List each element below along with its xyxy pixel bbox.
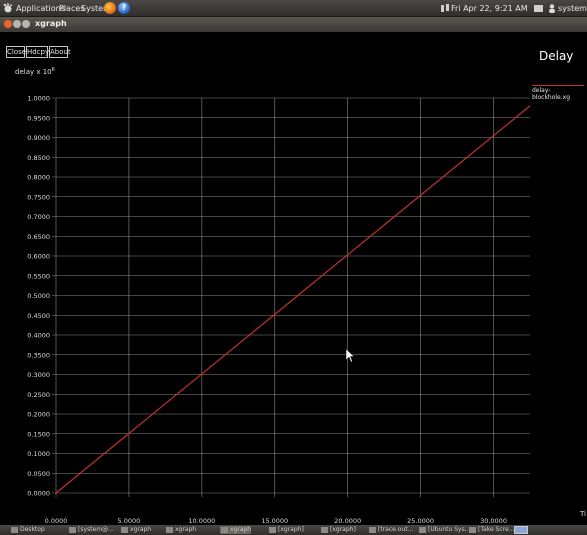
menu-applications[interactable]: Applications [16,4,65,13]
y-tick-label: 0.2000 [27,411,50,419]
y-tick-labels: 0.0000 0.0500 0.1000 0.1500 0.2000 0.2500 0.30… [27,95,50,498]
series-line-delay [55,105,531,494]
mail-icon[interactable] [534,5,543,12]
y-tick-label: 0.5000 [27,292,50,300]
y-tick-label: 0.8500 [27,154,50,162]
x-tick-label: 0.0000 [45,517,68,525]
legend-swatch [532,85,584,86]
y-tick-label: 0.2500 [27,391,50,399]
taskbar-item[interactable]: Desktop [10,526,45,534]
taskbar-item[interactable]: [Take Scre... [468,526,514,534]
x-tick-label: 25.0000 [407,517,434,525]
y-tick-label: 0.7500 [27,193,50,201]
y-tick-label: 0.0000 [27,490,50,498]
close-button[interactable]: Close [6,46,27,58]
y-tick-label: 0.1500 [27,430,50,438]
plot-title: Delay [539,49,574,63]
series-group [55,105,531,494]
taskbar-item[interactable]: xgraph [165,526,196,534]
top-panel: Applications Places System ? Fri Apr 22,… [0,0,587,17]
window-maximize-icon[interactable] [22,20,30,28]
window-titlebar[interactable]: xgraph [0,17,587,32]
user-name[interactable]: system [558,4,587,13]
about-button[interactable]: About [49,46,71,58]
y-axis-label: delay x 106 [15,67,55,76]
gnome-foot-icon[interactable] [3,3,13,13]
taskbar-item[interactable]: xgraph [120,526,151,534]
taskbar-item[interactable]: [system@... [68,526,114,534]
clock[interactable]: Fri Apr 22, 9:21 AM [451,4,528,13]
y-tick-label: 0.0500 [27,470,50,478]
workspace-switcher[interactable] [514,526,528,534]
y-tick-label: 0.6500 [27,233,50,241]
y-tick-label: 0.1000 [27,450,50,458]
user-icon[interactable] [548,4,556,13]
grid [52,97,530,497]
y-tick-label: 0.4500 [27,312,50,320]
help-icon[interactable]: ? [118,2,130,14]
y-tick-label: 0.4000 [27,332,50,340]
legend-label: delay-blockhole.xg [532,87,571,101]
x-tick-labels: 0.0000 5.0000 10.0000 15.0000 20.0000 25.0000… [45,517,507,525]
window-minimize-icon[interactable] [13,20,21,28]
taskbar-item[interactable]: [xgraph] [320,526,356,534]
x-axis-label: Ti [580,510,587,518]
taskbar-item[interactable]: [Ubuntu Sys... [418,526,470,534]
firefox-icon[interactable] [104,2,116,14]
x-tick-label: 20.0000 [334,517,361,525]
taskbar-item[interactable]: xgraph [220,526,252,534]
y-tick-label: 0.9000 [27,134,50,142]
y-tick-label: 0.6000 [27,253,50,261]
y-tick-label: 0.8000 [27,174,50,182]
x-tick-label: 30.0000 [480,517,507,525]
taskbar-item[interactable]: [trace.out... [368,526,413,534]
mouse-cursor-icon [345,348,355,363]
y-tick-label: 0.3000 [27,371,50,379]
menu-places[interactable]: Places [59,4,85,13]
x-tick-label: 15.0000 [261,517,288,525]
x-tick-label: 5.0000 [118,517,141,525]
y-tick-label: 0.9500 [27,114,50,122]
menu-system[interactable]: System [81,4,111,13]
y-tick-label: 0.5500 [27,272,50,280]
network-icon[interactable] [441,4,449,13]
y-tick-label: 1.0000 [27,95,50,103]
y-tick-label: 0.7000 [27,213,50,221]
taskbar: Desktop [system@... xgraph xgraph xgraph [xgr… [0,525,587,535]
window-close-icon[interactable] [4,20,12,28]
hardcopy-button[interactable]: Hdcpy [26,46,50,58]
y-tick-label: 0.3500 [27,351,50,359]
window-title: xgraph [35,19,67,28]
x-tick-label: 10.0000 [188,517,215,525]
taskbar-item[interactable]: [xgraph] [268,526,304,534]
